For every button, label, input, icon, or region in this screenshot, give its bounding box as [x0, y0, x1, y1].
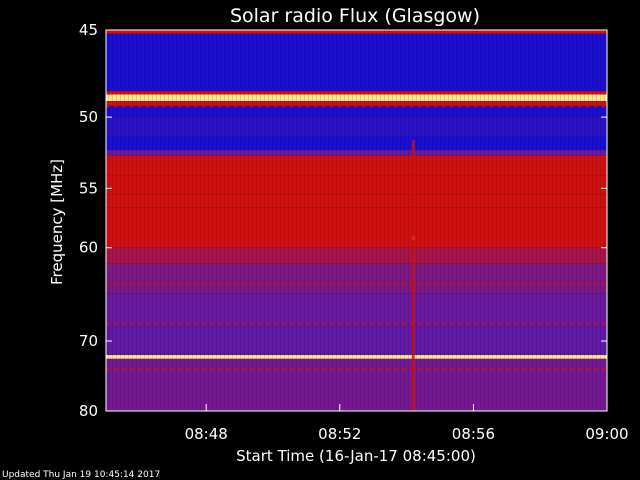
y-tick-label-0: 45: [79, 21, 98, 39]
y-tick-label-2: 55: [79, 179, 98, 197]
y-tick-label-1: 50: [79, 108, 98, 126]
x-tick-label-3: 09:00: [585, 425, 628, 443]
y-axis: 45 50 55 60 70 80: [79, 21, 607, 420]
y-axis-label: Frequency [MHz]: [48, 159, 66, 285]
x-tick-label-1: 08:52: [318, 425, 361, 443]
plot-frame: [105, 29, 608, 412]
x-tick-label-2: 08:56: [452, 425, 495, 443]
y-tick-label-5: 80: [79, 402, 98, 420]
y-tick-label-3: 60: [79, 239, 98, 257]
chart-title: Solar radio Flux (Glasgow): [230, 5, 480, 27]
x-axis-label: Start Time (16-Jan-17 08:45:00): [236, 447, 476, 465]
time-stripe-texture: [106, 30, 607, 411]
plot-texture: [106, 30, 607, 411]
x-tick-label-0: 08:48: [185, 425, 228, 443]
y-tick-label-4: 70: [79, 332, 98, 350]
update-footer: Updated Thu Jan 19 10:45:14 2017: [2, 470, 160, 480]
x-axis: 08:48 08:52 08:56 09:00: [185, 404, 629, 443]
